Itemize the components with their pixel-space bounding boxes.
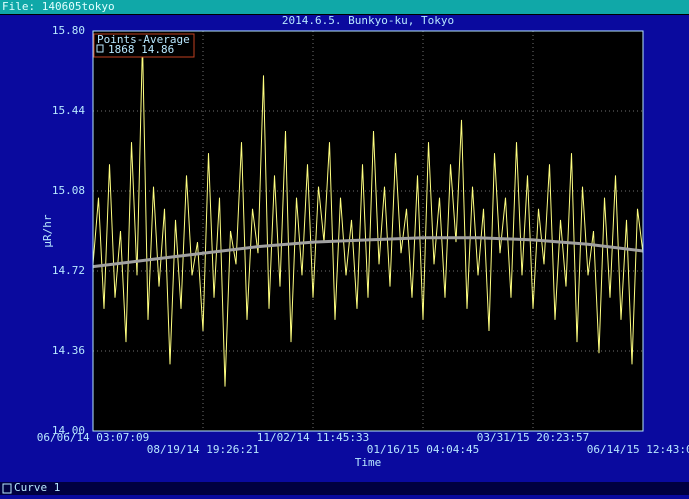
y-tick-label: 15.80 [52,24,85,37]
y-tick-label: 14.00 [52,424,85,437]
series-line [92,236,644,269]
x-axis-label: Time [355,456,382,469]
y-tick-label: 15.08 [52,184,85,197]
y-axis-label: μR/hr [41,214,54,247]
file-bar [0,0,689,14]
series-line [92,42,644,387]
x-tick-label: 06/06/14 03:07:09 [37,431,150,444]
legend-text: 1868 14.86 [108,43,174,56]
x-tick-label: 06/14/15 12:43:09 [587,443,689,456]
status-bar [0,482,689,495]
plot-frame [92,30,644,432]
legend-title: Points-Average [97,33,190,46]
y-tick-label: 15.44 [52,104,85,117]
legend-box [93,33,195,58]
curve-tab[interactable]: Curve 1 [14,481,60,494]
y-tick-label: 14.72 [52,264,85,277]
file-name: File: 140605tokyo [2,0,115,13]
y-tick-label: 14.36 [52,344,85,357]
x-tick-label: 08/19/14 19:26:21 [147,443,260,456]
chart-title: 2014.6.5. Bunkyo-ku, Tokyo [282,14,454,27]
x-tick-label: 03/31/15 20:23:57 [477,431,590,444]
legend-marker [96,44,104,53]
x-tick-label: 01/16/15 04:04:45 [367,443,480,456]
curve-icon[interactable] [2,483,12,494]
x-tick-label: 11/02/14 11:45:33 [257,431,370,444]
